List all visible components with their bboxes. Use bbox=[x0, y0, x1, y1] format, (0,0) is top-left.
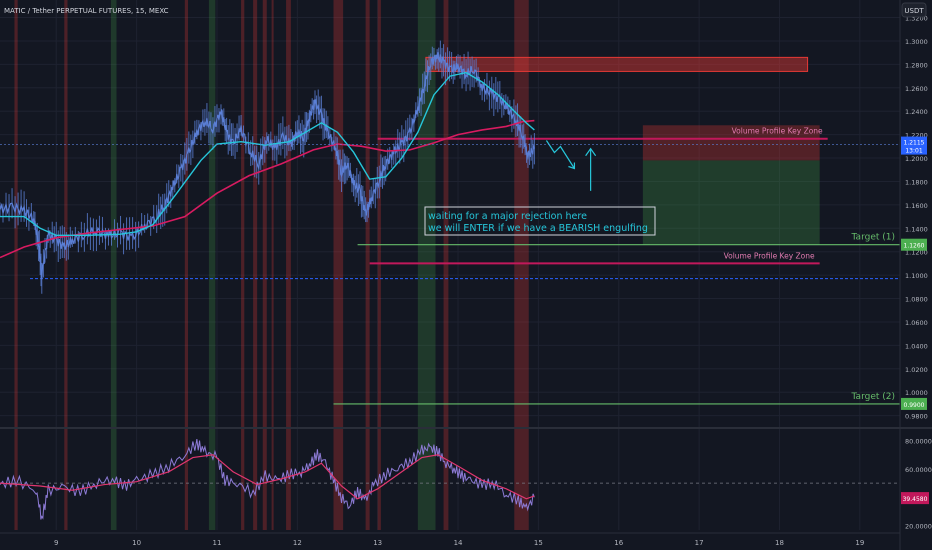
key-zone-label: Volume Profile Key Zone bbox=[732, 127, 823, 136]
y-tick-label: 1.3200 bbox=[905, 15, 928, 23]
x-tick-label: 18 bbox=[775, 539, 784, 547]
annotation-line-2: we will ENTER if we have a BEARISH engul… bbox=[428, 223, 648, 234]
y-tick-label: 1.2200 bbox=[905, 132, 928, 140]
rsi-y-tick-label: 80.0000 bbox=[905, 438, 932, 446]
y-tick-label: 1.0000 bbox=[905, 389, 928, 397]
grid bbox=[0, 0, 900, 530]
red-session-band bbox=[14, 0, 18, 530]
ema-slow-line bbox=[0, 119, 535, 259]
target-price-tag bbox=[901, 238, 927, 251]
current-price-tag bbox=[901, 136, 927, 155]
rsi-line bbox=[0, 438, 535, 520]
zones: Volume Profile Key Zone Volume Profile Ke… bbox=[30, 56, 900, 405]
rsi-y-tick-label: 60.0000 bbox=[905, 466, 932, 474]
projection-up-arrowhead bbox=[585, 147, 597, 157]
x-tick-label: 13 bbox=[373, 539, 382, 547]
red-session-band bbox=[253, 0, 258, 530]
projection-down-arrowhead bbox=[568, 162, 576, 170]
rsi-value-text: 39.4580 bbox=[903, 496, 928, 503]
target-label: Target (2) bbox=[851, 392, 895, 402]
y-tick-label: 1.0600 bbox=[905, 319, 928, 327]
red-session-band bbox=[262, 0, 267, 530]
x-tick-label: 19 bbox=[855, 539, 864, 547]
y-tick-label: 1.1400 bbox=[905, 225, 928, 233]
y-tick-label: 1.2400 bbox=[905, 108, 928, 116]
green-session-band bbox=[110, 0, 117, 530]
red-session-band bbox=[271, 0, 274, 530]
x-tick-label: 11 bbox=[213, 539, 222, 547]
green-session-band bbox=[208, 0, 216, 530]
currency-label: USDT bbox=[904, 7, 924, 15]
target-price-tag-text: 1.1260 bbox=[904, 243, 925, 250]
reward-box bbox=[642, 160, 820, 245]
y-tick-label: 1.0400 bbox=[905, 342, 928, 350]
supply-zone-box bbox=[425, 56, 809, 72]
y-tick-label: 1.0200 bbox=[905, 366, 928, 374]
red-session-band bbox=[241, 0, 245, 530]
rsi-value-tag bbox=[901, 492, 929, 505]
red-session-band bbox=[64, 0, 68, 530]
red-session-band bbox=[184, 0, 189, 530]
y-tick-label: 1.2800 bbox=[905, 61, 928, 69]
key-zone-label: Volume Profile Key Zone bbox=[724, 251, 815, 260]
red-session-band bbox=[365, 0, 370, 530]
red-session-band bbox=[377, 0, 381, 530]
x-tick-label: 12 bbox=[293, 539, 302, 547]
target-price-tag bbox=[901, 397, 927, 410]
annotation-line-1: waiting for a major rejection here bbox=[428, 211, 587, 222]
rsi-y-tick-label: 20.0000 bbox=[905, 523, 932, 531]
currency-badge[interactable] bbox=[901, 2, 927, 18]
y-tick-label: 0.9800 bbox=[905, 413, 928, 421]
x-tick-label: 10 bbox=[132, 539, 141, 547]
y-tick-label: 1.0800 bbox=[905, 296, 928, 304]
red-session-band bbox=[514, 0, 529, 530]
y-tick-label: 1.2000 bbox=[905, 155, 928, 163]
red-session-band bbox=[286, 0, 291, 530]
y-tick-label: 1.1200 bbox=[905, 249, 928, 257]
x-tick-label: 16 bbox=[614, 539, 623, 547]
x-tick-label: 17 bbox=[695, 539, 704, 547]
x-tick-label: 14 bbox=[454, 539, 463, 547]
chart-title: MATIC / Tether PERPETUAL FUTURES, 15, ME… bbox=[4, 7, 169, 15]
y-tick-label: 1.1000 bbox=[905, 272, 928, 280]
y-tick-label: 1.3000 bbox=[905, 38, 928, 46]
projection-down-arrow bbox=[545, 140, 575, 169]
target-price-tag-text: 0.9900 bbox=[904, 402, 925, 409]
y-tick-label: 1.1600 bbox=[905, 202, 928, 210]
target-label: Target (1) bbox=[851, 233, 895, 243]
current-price-value: 1.2115 bbox=[904, 140, 925, 147]
ema-fast-line bbox=[0, 71, 535, 237]
risk-box bbox=[642, 125, 820, 161]
x-tick-label: 15 bbox=[534, 539, 543, 547]
current-price-time: 13:01 bbox=[905, 148, 922, 155]
y-tick-label: 1.1800 bbox=[905, 178, 928, 186]
rsi-panel bbox=[0, 438, 900, 520]
rsi-ma-line bbox=[0, 454, 535, 500]
red-session-band bbox=[443, 0, 449, 530]
x-tick-label: 9 bbox=[54, 539, 58, 547]
green-session-band bbox=[417, 0, 436, 530]
annotation-box bbox=[424, 206, 656, 236]
y-tick-label: 1.2600 bbox=[905, 85, 928, 93]
red-session-band bbox=[333, 0, 344, 530]
price-series bbox=[0, 40, 900, 294]
